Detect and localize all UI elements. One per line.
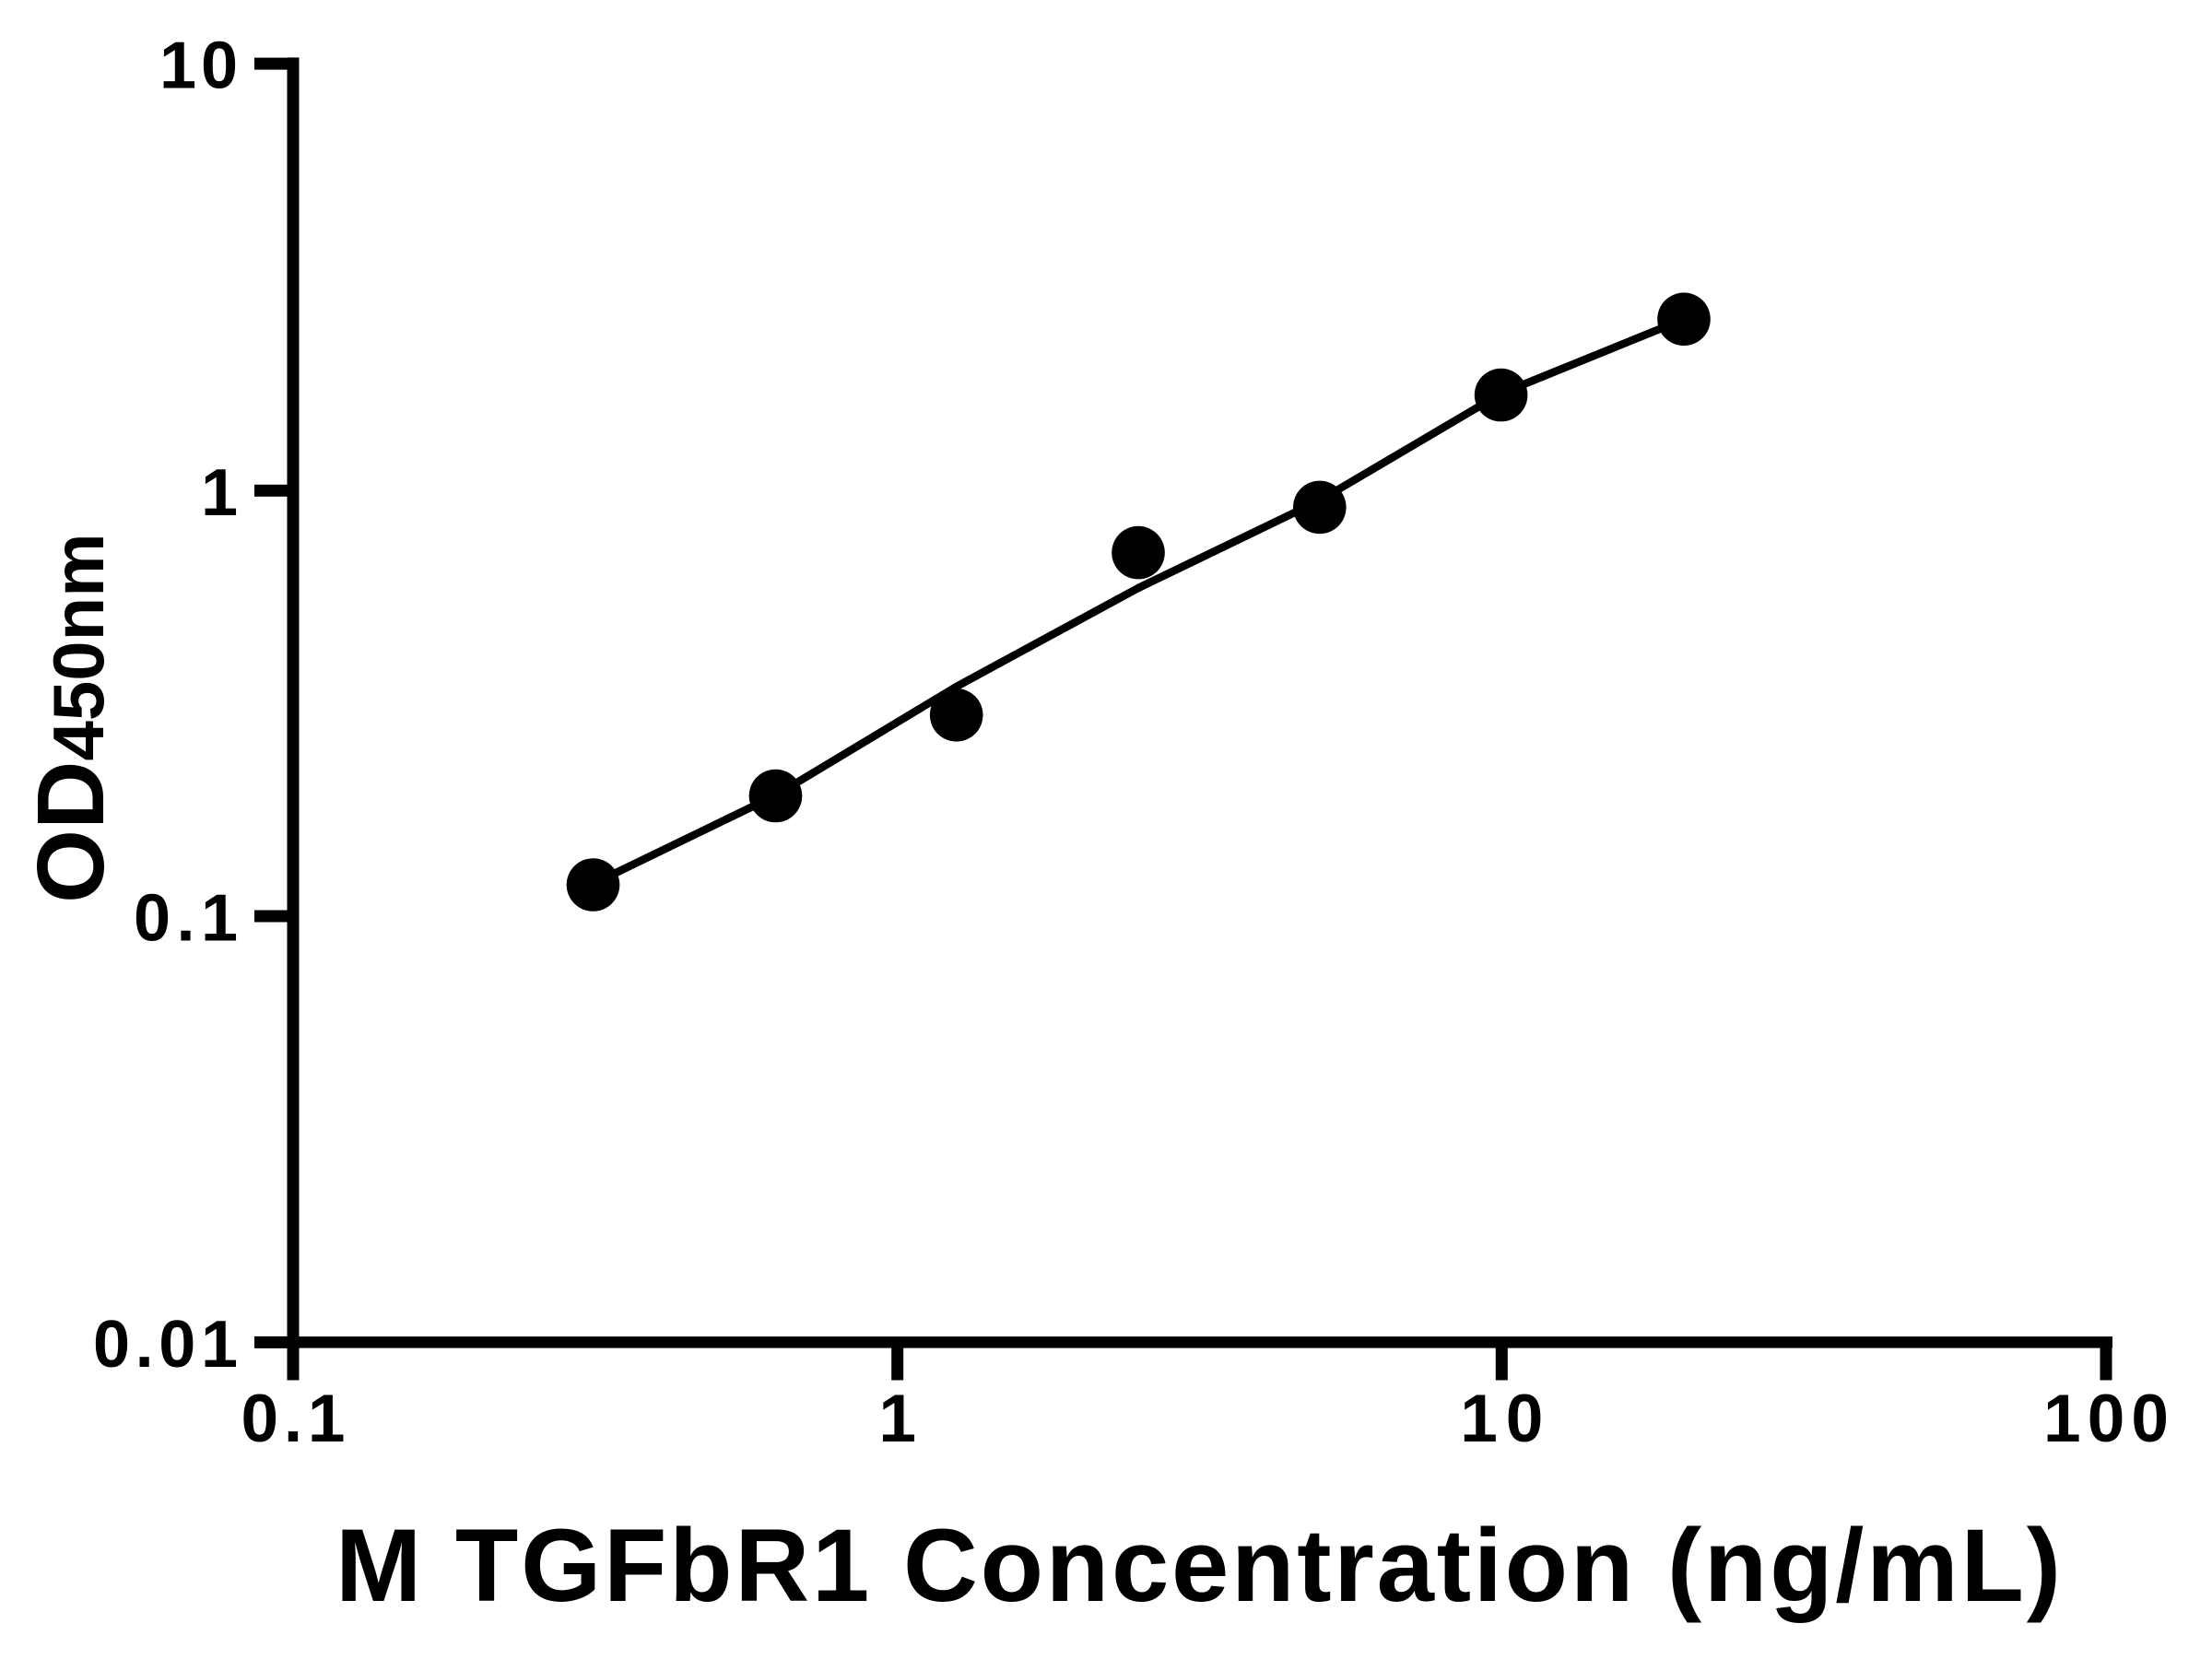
svg-text:M TGFbR1 Concentration (ng/mL): M TGFbR1 Concentration (ng/mL) [335, 1508, 2061, 1623]
svg-text:0.01: 0.01 [93, 1308, 238, 1382]
svg-text:0.1: 0.1 [134, 882, 238, 956]
svg-text:OD450nm: OD450nm [18, 533, 124, 903]
svg-text:1: 1 [878, 1382, 916, 1456]
svg-text:100: 100 [2043, 1382, 2169, 1456]
svg-text:1: 1 [201, 456, 238, 530]
svg-text:0.1: 0.1 [241, 1382, 346, 1456]
